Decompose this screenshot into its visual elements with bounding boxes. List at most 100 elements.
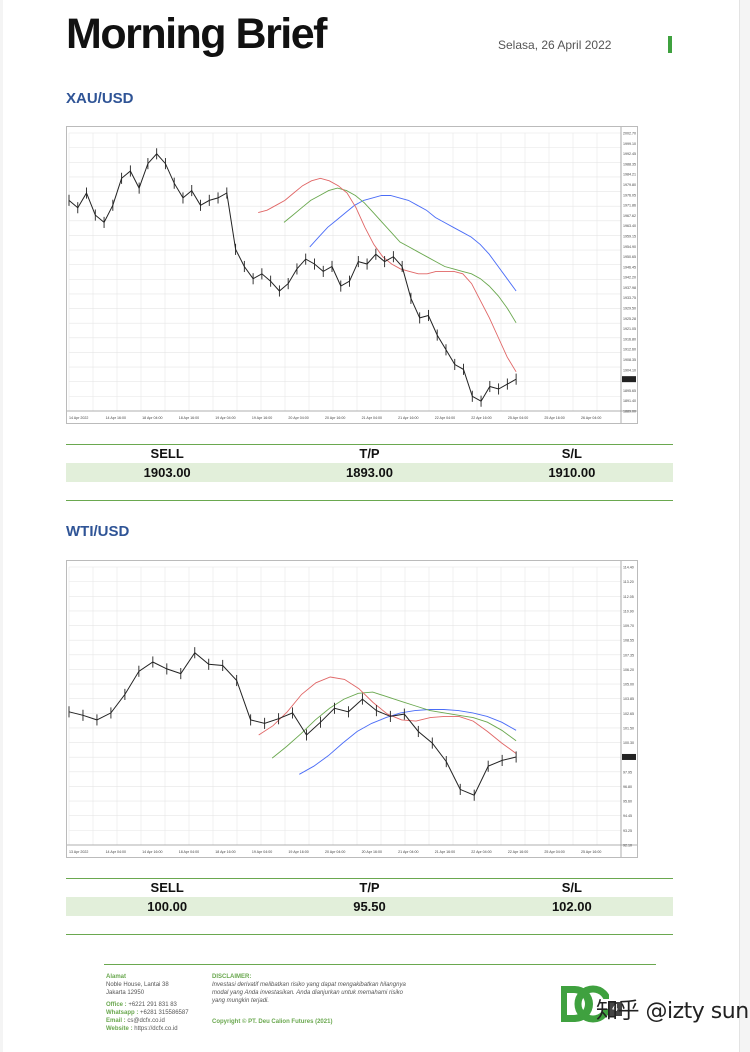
y-tick-label: 106.20: [623, 668, 634, 672]
y-tick-label: 95.60: [623, 800, 632, 804]
price-line: [68, 153, 517, 402]
y-tick-label: 1954.90: [623, 245, 636, 249]
x-tick-label: 14 Apr 04:00: [106, 850, 126, 854]
y-tick-label: 113.20: [623, 580, 634, 584]
x-tick-label: 18 Apr 04:00: [179, 850, 199, 854]
sl-value: 102.00: [551, 899, 592, 914]
section-title-xauusd: XAU/USD: [66, 90, 134, 107]
y-tick-label: 1908.35: [623, 358, 636, 362]
x-tick-label: 18 Apr 16:00: [179, 416, 199, 420]
x-tick-label: 25 Apr 16:00: [544, 416, 564, 420]
y-tick-label: 1979.80: [623, 183, 636, 187]
x-tick-label: 14 Apr 2022: [69, 416, 88, 420]
x-tick-label: 20 Apr 04:00: [325, 850, 345, 854]
y-tick-label: 97.95: [623, 770, 632, 774]
website-label: Website :: [106, 1026, 133, 1032]
y-tick-label: 1946.45: [623, 265, 636, 269]
y-tick-label: 1916.80: [623, 337, 636, 341]
y-tick-label: 1942.20: [623, 276, 636, 280]
x-tick-label: 22 Apr 16:00: [508, 850, 528, 854]
ma-mid-line: [271, 691, 517, 759]
x-tick-label: 25 Apr 04:00: [544, 850, 564, 854]
y-tick-label: 1895.65: [623, 389, 636, 393]
footer-contact: Alamat Noble House, Lantai 38 Jakarta 12…: [106, 973, 206, 1033]
sl-header: S/L: [561, 446, 582, 461]
y-tick-label: 1971.86: [623, 204, 636, 208]
y-tick-label: 1963.40: [623, 224, 636, 228]
email-link[interactable]: cs@dcfx.co.id: [127, 1018, 165, 1024]
x-tick-label: 25 Apr 16:00: [581, 850, 601, 854]
sell-value: 1903.00: [143, 465, 191, 480]
x-tick-label: 19 Apr 16:00: [252, 416, 272, 420]
y-tick-label: 1999.10: [623, 142, 636, 146]
watermark-text: 知乎 @izty sun: [596, 999, 749, 1024]
y-tick-label: 108.55: [623, 639, 634, 643]
tp-value: 95.50: [353, 899, 386, 914]
y-tick-label: 1984.21: [623, 173, 636, 177]
x-tick-label: 20 Apr 16:00: [325, 416, 345, 420]
footer-disclaimer: DISCLAIMER: Investasi derivatif melibatk…: [212, 973, 412, 1005]
y-tick-label: 2002.70: [623, 132, 636, 136]
footer-divider: [104, 964, 656, 965]
address-line: Jakarta 12950: [106, 990, 145, 996]
y-tick-label: 114.40: [623, 566, 634, 570]
y-tick-label: 103.85: [623, 697, 634, 701]
tp-header: T/P: [359, 446, 380, 461]
y-tick-label: 1891.40: [623, 399, 636, 403]
y-tick-label: 1921.05: [623, 327, 636, 331]
y-tick-label: 1933.75: [623, 296, 636, 300]
x-tick-label: 25 Apr 04:00: [508, 416, 528, 420]
current-price-marker: [622, 376, 636, 383]
y-tick-label: 1988.35: [623, 162, 636, 166]
x-tick-label: 13 Apr 2022: [69, 850, 88, 854]
x-tick-label: 20 Apr 04:00: [288, 416, 308, 420]
x-tick-label: 22 Apr 04:00: [471, 850, 491, 854]
y-tick-label: 100.30: [623, 741, 634, 745]
xauusd-chart: 2002.70 1999.10 1992.45 1988.35 1984.21 1979.…: [66, 126, 638, 424]
tp-header: T/P: [359, 880, 380, 895]
x-tick-label: 14 Apr 16:00: [142, 850, 162, 854]
y-tick-label: 92.10: [623, 844, 632, 848]
x-tick-label: 21 Apr 04:00: [398, 850, 418, 854]
xauusd-chart-svg: 2002.70 1999.10 1992.45 1988.35 1984.21 1979.…: [67, 127, 637, 423]
price-line: [68, 651, 517, 796]
x-tick-label: 21 Apr 16:00: [398, 416, 418, 420]
y-tick-label: 102.65: [623, 712, 634, 716]
website-link[interactable]: https://dcfx.co.id: [134, 1026, 178, 1032]
y-tick-label: 96.80: [623, 785, 632, 789]
x-tick-label: 18 Apr 04:00: [142, 416, 162, 420]
y-tick-label: 1925.28: [623, 317, 636, 321]
y-tick-label: 1959.15: [623, 234, 636, 238]
x-tick-label: 19 Apr 16:00: [288, 850, 308, 854]
office-phone[interactable]: +6221 291 831 83: [128, 1002, 177, 1008]
accent-bar: [668, 36, 672, 53]
y-tick-label: 1967.62: [623, 214, 636, 218]
x-tick-label: 14 Apr 16:00: [106, 416, 126, 420]
wtiusd-trade-table: SELL T/P S/L 100.00 95.50 102.00: [66, 878, 673, 935]
y-tick-label: 109.70: [623, 624, 634, 628]
whatsapp-number[interactable]: +6281 315586587: [140, 1010, 189, 1016]
whatsapp-label: Whatsapp :: [106, 1010, 139, 1016]
y-tick-label: 110.90: [623, 609, 634, 613]
sl-value: 1910.00: [548, 465, 596, 480]
x-tick-label: 21 Apr 16:00: [435, 850, 455, 854]
x-tick-label: 22 Apr 04:00: [435, 416, 455, 420]
sl-header: S/L: [561, 880, 582, 895]
x-tick-label: 18 Apr 16:00: [215, 850, 235, 854]
current-price-marker: [622, 753, 636, 760]
wtiusd-chart: 114.40 113.20 112.05 110.90 109.70 108.55 107.…: [66, 560, 638, 858]
disclaimer-label: DISCLAIMER:: [212, 974, 252, 980]
y-tick-label: 93.25: [623, 829, 632, 833]
ma-fast-line: [258, 676, 517, 754]
y-tick-label: 1904.10: [623, 368, 636, 372]
address-line: Noble House, Lantai 38: [106, 982, 169, 988]
email-label: Email :: [106, 1018, 126, 1024]
y-tick-label: 101.50: [623, 726, 634, 730]
copyright-text: Copyright © PT. Deu Calion Futures (2021…: [212, 1019, 333, 1025]
page-number-badge: 4: [608, 1002, 622, 1016]
disclaimer-text: Investasi derivatif melibatkan risiko ya…: [212, 982, 406, 1004]
x-tick-label: 20 Apr 16:00: [362, 850, 382, 854]
dcfx-logo-icon: [561, 985, 609, 1023]
x-tick-label: 26 Apr 04:00: [581, 416, 601, 420]
ma-mid-line: [283, 187, 517, 324]
